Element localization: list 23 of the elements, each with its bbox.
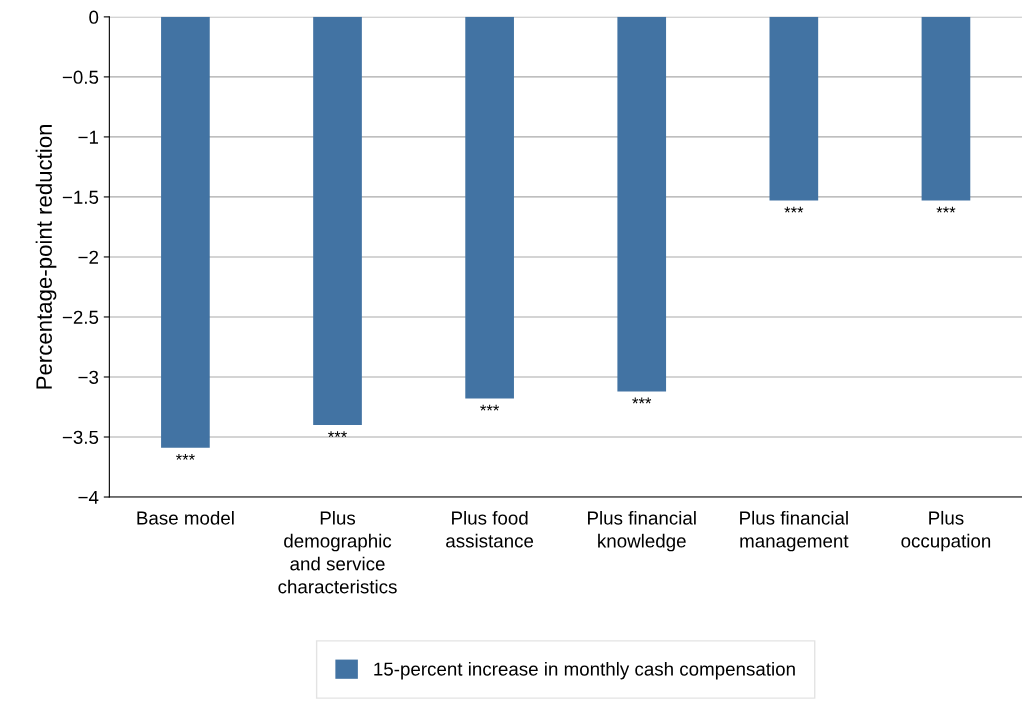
y-tick-label: −3.5 [62,430,99,444]
y-tick-label: −2 [78,250,98,264]
legend-label: 15-percent increase in monthly cash compensation [374,661,795,680]
annotation: *** [632,397,652,404]
x-tick-label: Plus demographic and service characteristics [278,510,397,594]
y-tick-label: −0.5 [62,70,99,84]
x-tick-label: Plus food assistance [446,510,534,548]
x-tick-label: Plus occupation [901,510,991,552]
y-tick-label: −1.5 [62,190,99,204]
annotation: *** [784,206,804,213]
y-tick-label: −2.5 [62,310,99,324]
annotation: *** [175,453,195,460]
x-tick-label: Base model [137,510,234,525]
x-tick-label: Plus financial knowledge [588,510,696,552]
y-tick-label: −1 [78,130,99,144]
y-tick-label: −3 [78,370,99,384]
annotation: *** [328,431,347,438]
annotation: *** [480,404,500,411]
annotation: *** [936,206,956,213]
y-tick-label: −4 [78,490,99,504]
y-tick-label: 0 [89,10,99,24]
x-tick-label: Plus financial management [740,510,849,552]
y-axis-title: Percentage-point reduction [35,124,57,389]
